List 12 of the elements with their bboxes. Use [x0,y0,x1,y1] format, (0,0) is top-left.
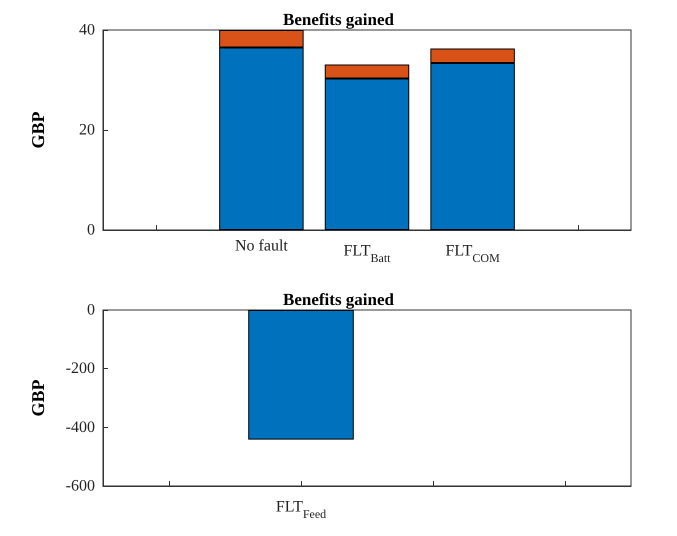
y-tick-label: 20 [79,122,95,138]
chart-title: Benefits gained [283,290,395,309]
chart-title: Benefits gained [283,10,395,29]
y-tick-label: -600 [66,478,95,494]
x-tick-label: No fault [234,238,288,254]
y-tick-label: 40 [79,22,95,38]
y-tick-label: 0 [87,302,95,318]
y-axis-title: GBP [28,111,48,149]
y-axis-title: GBP [28,379,48,417]
y-tick-label: -400 [66,418,95,436]
y-tick-label: 0 [87,222,95,238]
y-tick-label: -200 [66,360,95,378]
